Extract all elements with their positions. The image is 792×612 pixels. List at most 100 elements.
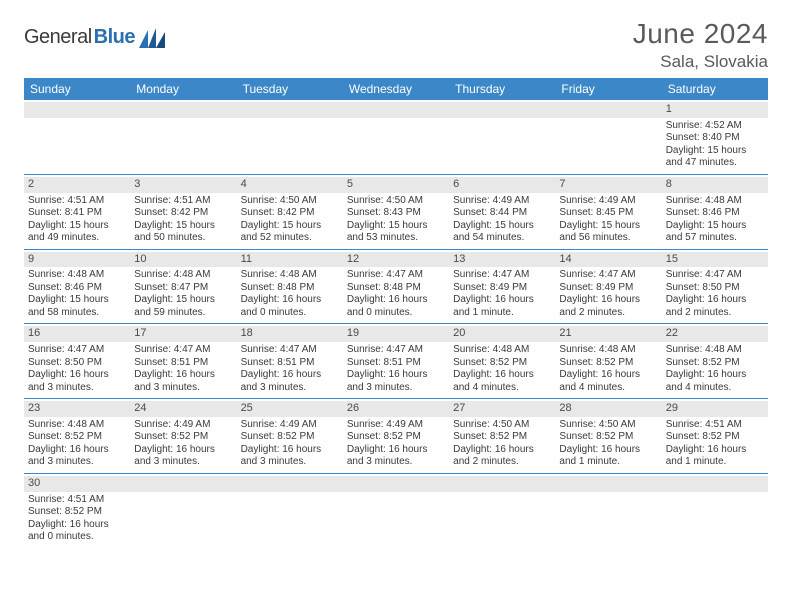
sunrise-text: Sunrise: 4:47 AM	[134, 344, 232, 357]
sunset-text: Sunset: 8:45 PM	[559, 207, 657, 220]
day-number-empty	[237, 102, 343, 118]
day-number: 1	[662, 102, 768, 118]
sunset-text: Sunset: 8:52 PM	[28, 431, 126, 444]
day-number: 4	[237, 177, 343, 193]
sunset-text: Sunset: 8:46 PM	[28, 282, 126, 295]
day-details: Sunrise: 4:47 AMSunset: 8:51 PMDaylight:…	[347, 342, 445, 394]
daylight-text: Daylight: 16 hours and 3 minutes.	[241, 369, 339, 394]
sunrise-text: Sunrise: 4:47 AM	[28, 344, 126, 357]
sunrise-text: Sunrise: 4:47 AM	[347, 269, 445, 282]
day-number: 27	[449, 401, 555, 417]
day-cell	[130, 100, 236, 174]
sunset-text: Sunset: 8:48 PM	[347, 282, 445, 295]
day-number: 21	[555, 326, 661, 342]
day-details: Sunrise: 4:48 AMSunset: 8:52 PMDaylight:…	[559, 342, 657, 394]
day-cell: 7Sunrise: 4:49 AMSunset: 8:45 PMDaylight…	[555, 175, 661, 249]
day-cell: 2Sunrise: 4:51 AMSunset: 8:41 PMDaylight…	[24, 175, 130, 249]
day-number-empty	[343, 476, 449, 492]
sunrise-text: Sunrise: 4:49 AM	[347, 419, 445, 432]
day-details: Sunrise: 4:47 AMSunset: 8:50 PMDaylight:…	[28, 342, 126, 394]
sunrise-text: Sunrise: 4:51 AM	[134, 195, 232, 208]
daylight-text: Daylight: 16 hours and 2 minutes.	[666, 294, 764, 319]
sunrise-text: Sunrise: 4:47 AM	[559, 269, 657, 282]
day-number: 29	[662, 401, 768, 417]
day-number-empty	[449, 476, 555, 492]
daylight-text: Daylight: 16 hours and 3 minutes.	[134, 444, 232, 469]
day-number-empty	[555, 476, 661, 492]
day-cell: 17Sunrise: 4:47 AMSunset: 8:51 PMDayligh…	[130, 324, 236, 398]
sunset-text: Sunset: 8:47 PM	[134, 282, 232, 295]
day-details: Sunrise: 4:47 AMSunset: 8:49 PMDaylight:…	[559, 267, 657, 319]
daylight-text: Daylight: 16 hours and 1 minute.	[453, 294, 551, 319]
week-row: 9Sunrise: 4:48 AMSunset: 8:46 PMDaylight…	[24, 250, 768, 325]
day-cell: 15Sunrise: 4:47 AMSunset: 8:50 PMDayligh…	[662, 250, 768, 324]
day-number-empty	[24, 102, 130, 118]
day-number: 9	[24, 252, 130, 268]
day-number: 3	[130, 177, 236, 193]
day-details: Sunrise: 4:50 AMSunset: 8:42 PMDaylight:…	[241, 193, 339, 245]
day-details: Sunrise: 4:47 AMSunset: 8:48 PMDaylight:…	[347, 267, 445, 319]
sunset-text: Sunset: 8:44 PM	[453, 207, 551, 220]
daylight-text: Daylight: 16 hours and 0 minutes.	[28, 519, 126, 544]
sunrise-text: Sunrise: 4:51 AM	[28, 494, 126, 507]
day-cell: 5Sunrise: 4:50 AMSunset: 8:43 PMDaylight…	[343, 175, 449, 249]
day-cell: 21Sunrise: 4:48 AMSunset: 8:52 PMDayligh…	[555, 324, 661, 398]
sunrise-text: Sunrise: 4:47 AM	[241, 344, 339, 357]
day-details: Sunrise: 4:50 AMSunset: 8:52 PMDaylight:…	[559, 417, 657, 469]
header-right: June 2024 Sala, Slovakia	[633, 18, 768, 72]
day-cell: 16Sunrise: 4:47 AMSunset: 8:50 PMDayligh…	[24, 324, 130, 398]
day-details: Sunrise: 4:48 AMSunset: 8:46 PMDaylight:…	[28, 267, 126, 319]
sunset-text: Sunset: 8:49 PM	[559, 282, 657, 295]
sunset-text: Sunset: 8:51 PM	[347, 357, 445, 370]
day-details: Sunrise: 4:49 AMSunset: 8:52 PMDaylight:…	[347, 417, 445, 469]
sunrise-text: Sunrise: 4:49 AM	[453, 195, 551, 208]
sunrise-text: Sunrise: 4:48 AM	[666, 195, 764, 208]
day-number: 7	[555, 177, 661, 193]
day-number: 28	[555, 401, 661, 417]
day-cell: 9Sunrise: 4:48 AMSunset: 8:46 PMDaylight…	[24, 250, 130, 324]
logo-triangle-icon	[139, 28, 167, 48]
day-number: 10	[130, 252, 236, 268]
day-number: 30	[24, 476, 130, 492]
day-cell: 13Sunrise: 4:47 AMSunset: 8:49 PMDayligh…	[449, 250, 555, 324]
day-details: Sunrise: 4:48 AMSunset: 8:52 PMDaylight:…	[666, 342, 764, 394]
day-number: 22	[662, 326, 768, 342]
sunset-text: Sunset: 8:52 PM	[666, 431, 764, 444]
logo-text-1: General	[24, 26, 92, 49]
day-details: Sunrise: 4:48 AMSunset: 8:46 PMDaylight:…	[666, 193, 764, 245]
day-header-wed: Wednesday	[343, 78, 449, 100]
day-details: Sunrise: 4:47 AMSunset: 8:51 PMDaylight:…	[241, 342, 339, 394]
logo-text-2: Blue	[94, 26, 135, 49]
daylight-text: Daylight: 16 hours and 0 minutes.	[347, 294, 445, 319]
sunset-text: Sunset: 8:52 PM	[666, 357, 764, 370]
sunrise-text: Sunrise: 4:47 AM	[347, 344, 445, 357]
day-details: Sunrise: 4:48 AMSunset: 8:52 PMDaylight:…	[453, 342, 551, 394]
day-cell	[662, 474, 768, 548]
sunset-text: Sunset: 8:52 PM	[241, 431, 339, 444]
day-cell: 8Sunrise: 4:48 AMSunset: 8:46 PMDaylight…	[662, 175, 768, 249]
day-header-sat: Saturday	[662, 78, 768, 100]
day-number-empty	[662, 476, 768, 492]
day-details: Sunrise: 4:49 AMSunset: 8:44 PMDaylight:…	[453, 193, 551, 245]
sunrise-text: Sunrise: 4:50 AM	[453, 419, 551, 432]
sunrise-text: Sunrise: 4:47 AM	[666, 269, 764, 282]
day-details: Sunrise: 4:51 AMSunset: 8:52 PMDaylight:…	[666, 417, 764, 469]
sunrise-text: Sunrise: 4:48 AM	[559, 344, 657, 357]
sunrise-text: Sunrise: 4:48 AM	[666, 344, 764, 357]
day-cell: 25Sunrise: 4:49 AMSunset: 8:52 PMDayligh…	[237, 399, 343, 473]
day-header-sun: Sunday	[24, 78, 130, 100]
day-cell: 19Sunrise: 4:47 AMSunset: 8:51 PMDayligh…	[343, 324, 449, 398]
sunrise-text: Sunrise: 4:49 AM	[241, 419, 339, 432]
daylight-text: Daylight: 16 hours and 2 minutes.	[559, 294, 657, 319]
sunset-text: Sunset: 8:51 PM	[241, 357, 339, 370]
sunrise-text: Sunrise: 4:51 AM	[666, 419, 764, 432]
sunset-text: Sunset: 8:52 PM	[134, 431, 232, 444]
day-details: Sunrise: 4:47 AMSunset: 8:50 PMDaylight:…	[666, 267, 764, 319]
sunset-text: Sunset: 8:41 PM	[28, 207, 126, 220]
day-number: 26	[343, 401, 449, 417]
day-cell: 26Sunrise: 4:49 AMSunset: 8:52 PMDayligh…	[343, 399, 449, 473]
sunrise-text: Sunrise: 4:48 AM	[453, 344, 551, 357]
day-number: 25	[237, 401, 343, 417]
day-cell: 18Sunrise: 4:47 AMSunset: 8:51 PMDayligh…	[237, 324, 343, 398]
daylight-text: Daylight: 15 hours and 54 minutes.	[453, 220, 551, 245]
